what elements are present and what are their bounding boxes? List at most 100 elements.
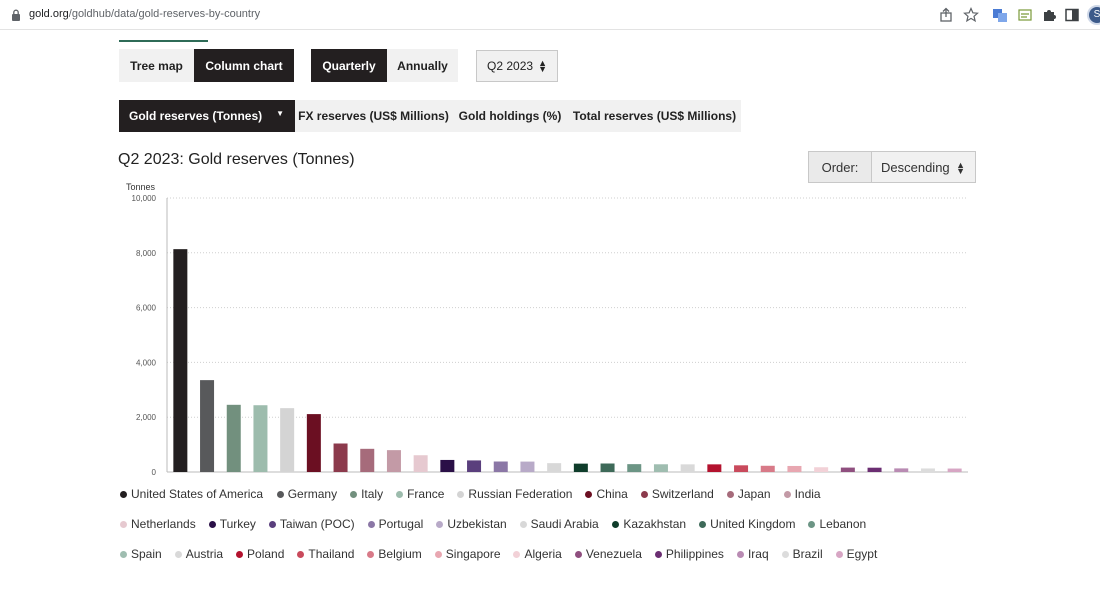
share-icon[interactable] [938, 7, 954, 23]
legend-dot-icon [585, 490, 593, 498]
legend-item[interactable]: Poland [236, 547, 284, 561]
bar-germany[interactable] [200, 380, 215, 472]
legend-item[interactable]: Philippines [654, 547, 724, 561]
tree-map-button[interactable]: Tree map [119, 49, 194, 82]
legend-item[interactable]: Venezuela [574, 547, 642, 561]
legend-item[interactable]: Egypt [835, 547, 877, 561]
legend-dot-icon [783, 490, 791, 498]
side-panel-icon[interactable] [1064, 7, 1080, 23]
bar-singapore[interactable] [787, 465, 802, 472]
legend-dot-icon [236, 550, 244, 558]
period-select[interactable]: Q2 2023 ▲ ▼ [476, 50, 558, 82]
bar-austria[interactable] [680, 464, 695, 472]
bar-india[interactable] [386, 450, 401, 472]
bar-lebanon[interactable] [627, 464, 642, 472]
legend-item[interactable]: Spain [120, 547, 162, 561]
translate-extension-icon[interactable] [992, 7, 1008, 23]
bar-brazil[interactable] [920, 468, 935, 472]
bar-philippines[interactable] [867, 467, 882, 472]
bar-france[interactable] [253, 405, 268, 472]
bar-spain[interactable] [653, 464, 668, 472]
legend-item[interactable]: Germany [276, 487, 338, 501]
legend-item[interactable]: Thailand [297, 547, 354, 561]
bar-russian-federation[interactable] [280, 408, 295, 472]
y-tick-label: 4,000 [136, 358, 157, 367]
bar-japan[interactable] [360, 448, 375, 472]
legend-item[interactable]: Italy [350, 487, 383, 501]
annually-button[interactable]: Annually [387, 49, 458, 82]
profile-avatar[interactable]: S [1087, 5, 1100, 25]
puzzle-icon[interactable] [1041, 7, 1057, 23]
bar-taiwan-poc[interactable] [467, 460, 482, 472]
caret-down-icon: ▼ [276, 109, 284, 118]
legend-label: Germany [287, 487, 338, 501]
legend-dot-icon [835, 550, 843, 558]
bar-poland[interactable] [707, 464, 722, 472]
bar-thailand[interactable] [734, 465, 749, 472]
legend-item[interactable]: Belgium [367, 547, 422, 561]
legend-label: India [794, 487, 821, 501]
bar-saudi-arabia[interactable] [547, 463, 562, 472]
bar-switzerland[interactable] [333, 443, 348, 472]
legend-item[interactable]: Lebanon [808, 517, 866, 531]
bar-egypt[interactable] [947, 468, 962, 472]
column-chart-button[interactable]: Column chart [194, 49, 294, 82]
legend-dot-icon [174, 550, 182, 558]
legend-dot-icon [640, 490, 648, 498]
legend-item[interactable]: India [783, 487, 821, 501]
legend-label: Poland [247, 547, 285, 561]
bar-italy[interactable] [226, 404, 241, 472]
legend-item[interactable]: Taiwan (POC) [268, 517, 355, 531]
legend-label: Turkey [219, 517, 256, 531]
legend-item[interactable]: Turkey [208, 517, 256, 531]
legend-item[interactable]: Singapore [434, 547, 501, 561]
legend-dot-icon [654, 550, 662, 558]
y-tick-label: 6,000 [136, 304, 157, 313]
bookmark-star-icon[interactable] [963, 7, 979, 23]
bar-iraq[interactable] [894, 468, 909, 472]
quarterly-button[interactable]: Quarterly [311, 49, 387, 82]
bar-kazakhstan[interactable] [573, 463, 588, 472]
bar-united-states-of-america[interactable] [173, 249, 188, 472]
bar-algeria[interactable] [814, 467, 829, 472]
bar-china[interactable] [306, 414, 321, 472]
tab-fx-reserves[interactable]: FX reserves (US$ Millions) [295, 100, 452, 132]
y-tick-label: 10,000 [132, 194, 157, 203]
legend-item[interactable]: Portugal [367, 517, 423, 531]
bar-netherlands[interactable] [413, 455, 428, 472]
legend-item[interactable]: Uzbekistan [436, 517, 507, 531]
legend-item[interactable]: Kazakhstan [612, 517, 686, 531]
legend-item[interactable]: France [396, 487, 444, 501]
bar-uzbekistan[interactable] [520, 461, 535, 472]
legend-item[interactable]: United States of America [120, 487, 263, 501]
y-axis-label: Tonnes [126, 182, 156, 192]
legend-item[interactable]: United Kingdom [699, 517, 795, 531]
tab-gold-holdings[interactable]: Gold holdings (%) [452, 100, 568, 132]
order-select[interactable]: Descending ▲ ▼ [872, 151, 976, 183]
legend-item[interactable]: Brazil [781, 547, 823, 561]
bar-venezuela[interactable] [840, 467, 855, 472]
bar-belgium[interactable] [760, 465, 775, 472]
legend-item[interactable]: Iraq [736, 547, 769, 561]
legend-dot-icon [699, 520, 707, 528]
legend-item[interactable]: Austria [174, 547, 223, 561]
legend-item[interactable]: Algeria [513, 547, 562, 561]
bar-united-kingdom[interactable] [600, 463, 615, 472]
metric-dropdown-active[interactable]: Gold reserves (Tonnes) ▼ [119, 100, 295, 132]
bar-turkey[interactable] [440, 459, 455, 472]
extension-icon[interactable] [1017, 7, 1033, 23]
legend-item[interactable]: Russian Federation [457, 487, 572, 501]
y-tick-label: 0 [152, 468, 157, 477]
legend-label: Iraq [747, 547, 769, 561]
legend-label: Italy [361, 487, 384, 501]
tab-total-reserves[interactable]: Total reserves (US$ Millions) [568, 100, 741, 132]
legend-dot-icon [519, 520, 527, 528]
legend-item[interactable]: Switzerland [640, 487, 714, 501]
legend-item[interactable]: Japan [726, 487, 771, 501]
legend-dot-icon [726, 490, 734, 498]
bar-portugal[interactable] [493, 461, 508, 472]
legend-item[interactable]: Saudi Arabia [519, 517, 599, 531]
url-text[interactable]: gold.org/goldhub/data/gold-reserves-by-c… [29, 8, 261, 20]
legend-item[interactable]: Netherlands [120, 517, 196, 531]
legend-item[interactable]: China [585, 487, 628, 501]
